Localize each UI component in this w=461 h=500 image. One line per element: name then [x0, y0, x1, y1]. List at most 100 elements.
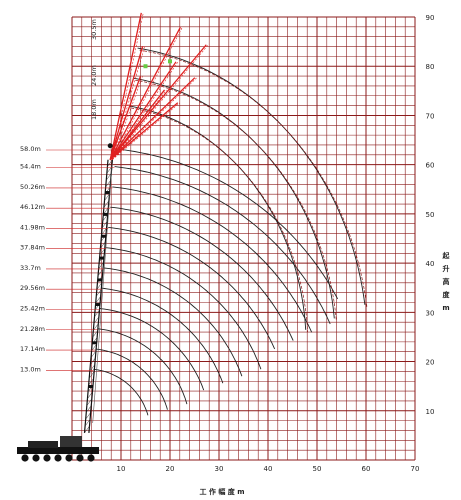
- y-tick-label: 10: [426, 408, 435, 416]
- crane-turntable: [60, 436, 82, 447]
- boom-brace: [90, 357, 96, 365]
- boom-head-pulley: [107, 143, 113, 149]
- x-tick-label: 70: [411, 465, 420, 473]
- boom-length-arc: [95, 348, 168, 410]
- boom-brace: [96, 282, 103, 290]
- jib-boom: [109, 89, 166, 161]
- y-tick-label: 20: [426, 359, 435, 367]
- boom-joint: [99, 256, 104, 260]
- boom-length-arc: [103, 267, 243, 377]
- boom-length-label: 58.0m: [20, 145, 41, 153]
- y-axis-title-char: m: [442, 304, 449, 312]
- x-tick-label: 30: [215, 465, 224, 473]
- jib-boom: [109, 61, 177, 161]
- jib-tip-marker: [168, 59, 172, 64]
- boom-length-label: 46.12m: [20, 203, 45, 211]
- jib-chord: [112, 102, 180, 160]
- jib-range-arc-dashed: [139, 49, 368, 307]
- boom-brace: [86, 405, 92, 413]
- boom-joint: [105, 191, 110, 195]
- jib-boom: [109, 12, 142, 160]
- y-tick-label: 90: [426, 14, 435, 22]
- y-axis-title-char: 升: [443, 264, 450, 273]
- jib-tip-marker: [143, 64, 148, 69]
- jib-boom: [109, 46, 144, 160]
- boom-length-arc: [97, 328, 188, 405]
- pendant-line: [92, 163, 113, 423]
- jib-chord: [111, 76, 143, 160]
- jib-chord: [111, 61, 179, 160]
- boom-brace: [93, 316, 100, 324]
- boom-length-arc: [108, 226, 276, 350]
- jib-length-label: 24.0m: [90, 65, 98, 86]
- boom-brace: [84, 425, 90, 434]
- boom-joint: [97, 278, 103, 282]
- boom-brace: [104, 193, 110, 201]
- boom-brace: [100, 241, 106, 249]
- x-tick-label: 10: [117, 465, 126, 473]
- boom-brace: [107, 159, 113, 167]
- y-tick-label: 60: [426, 162, 435, 170]
- boom-arcs: [93, 148, 338, 416]
- crane-wheel: [43, 454, 51, 462]
- boom-length-arc: [101, 287, 224, 384]
- boom-joint: [101, 234, 106, 238]
- boom-length-label: 41.98m: [20, 223, 45, 231]
- boom-length-label: 21.28m: [20, 325, 45, 333]
- boom-length-arc: [114, 166, 331, 325]
- jib-range-arc-dashed: [131, 107, 309, 332]
- boom-length-arc: [99, 308, 205, 391]
- crane-wheel: [76, 454, 84, 462]
- crane-wheel: [65, 454, 73, 462]
- boom-brace: [101, 221, 108, 229]
- grid: [71, 16, 416, 461]
- boom-length-label: 54.4m: [20, 163, 41, 171]
- boom-joint: [95, 303, 100, 307]
- boom-length-label: 50.26m: [20, 183, 45, 191]
- boom-length-arc: [112, 186, 313, 333]
- jib-arcs: [129, 47, 368, 332]
- y-tick-label: 80: [426, 63, 435, 71]
- jib-chord: [111, 27, 183, 160]
- y-axis-title-char: 起: [442, 251, 451, 260]
- boom-brace: [105, 180, 111, 188]
- boom-length-label: 17.14m: [20, 345, 45, 353]
- jib-range-arc: [137, 47, 366, 305]
- jib-chord: [111, 46, 145, 160]
- jib-length-label: 18.0m: [90, 99, 98, 120]
- jib-boom: [109, 102, 179, 161]
- boom-joint: [88, 384, 93, 388]
- jib-chord: [112, 77, 198, 160]
- boom-brace: [95, 296, 101, 304]
- boom-brace: [87, 391, 93, 399]
- boom-brace: [92, 330, 98, 338]
- boom-brace: [86, 398, 93, 406]
- boom-brace: [103, 200, 110, 208]
- jib-boom: [109, 77, 196, 161]
- boom-joint: [92, 341, 97, 345]
- y-axis-title-char: 度: [443, 290, 451, 299]
- jib-chord: [111, 89, 167, 160]
- boom-brace: [93, 323, 99, 331]
- crane-carrier: [17, 447, 99, 454]
- boom-joint: [103, 212, 108, 216]
- y-axis-title-char: 高: [443, 277, 450, 286]
- boom-length-label: 33.7m: [20, 264, 41, 272]
- boom-brace: [90, 350, 97, 358]
- boom-length-label: 37.84m: [20, 244, 45, 252]
- boom-brace: [84, 419, 91, 427]
- boom-length-label: 29.56m: [20, 284, 45, 292]
- boom-brace: [96, 289, 102, 297]
- jib-range-arc-dashed: [135, 79, 337, 321]
- crane-figure: [17, 12, 209, 462]
- labels: 10 20 30 40 50 60 70 工 作 幅 度 m 10 20 30 40 50 60 70 80 9…: [20, 14, 451, 496]
- boom-brace: [106, 173, 112, 181]
- x-tick-label: 20: [166, 465, 175, 473]
- boom-length-label: 25.42m: [20, 304, 45, 312]
- boom-brace: [88, 378, 94, 386]
- y-tick-label: 70: [426, 112, 435, 120]
- boom-brace: [99, 248, 105, 256]
- crane-cab: [28, 441, 58, 448]
